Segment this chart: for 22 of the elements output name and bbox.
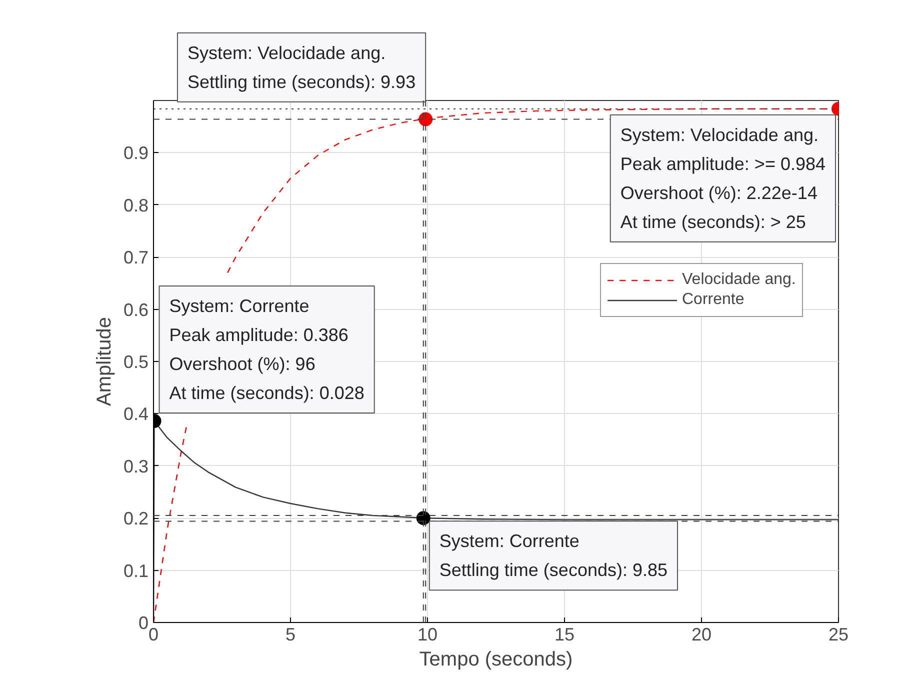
- legend-label: Corrente: [682, 291, 744, 309]
- x-tick-label: 10: [417, 624, 438, 644]
- y-tick-label: 0.3: [123, 456, 149, 476]
- y-axis-title: Amplitude: [93, 317, 116, 406]
- y-tick-label: 0.6: [123, 300, 149, 320]
- annotation: System: Velocidade ang. Peak amplitude: >= 0.984 Overshoot (%): 2.22e-14 At time (seconds): > 25: [620, 124, 826, 232]
- annotation: System: Corrente Peak amplitude: 0.386 Overshoot (%): 96 At time (seconds): 0.028: [169, 296, 364, 404]
- y-tick-label: 0.1: [123, 560, 149, 581]
- annotation: System: Corrente Settling time (seconds): 9.85: [439, 531, 668, 580]
- y-tick-label: 0.8: [123, 195, 149, 216]
- x-tick-label: 20: [691, 624, 712, 644]
- y-tick-label: 0.7: [123, 248, 149, 268]
- legend-label: Velocidade ang.: [682, 271, 796, 289]
- x-tick-label: 25: [828, 624, 849, 644]
- y-tick-label: 0.5: [123, 352, 149, 372]
- y-tick-label: 0.9: [123, 143, 149, 164]
- x-tick-label: 5: [285, 624, 296, 644]
- y-tick-label: 0.2: [123, 508, 149, 529]
- x-tick-label: 15: [554, 624, 575, 644]
- y-tick-label: 0.4: [123, 404, 149, 424]
- x-axis-title: Tempo (seconds): [419, 648, 573, 670]
- annotation: System: Velocidade ang. Settling time (seconds): 9.93: [187, 42, 416, 92]
